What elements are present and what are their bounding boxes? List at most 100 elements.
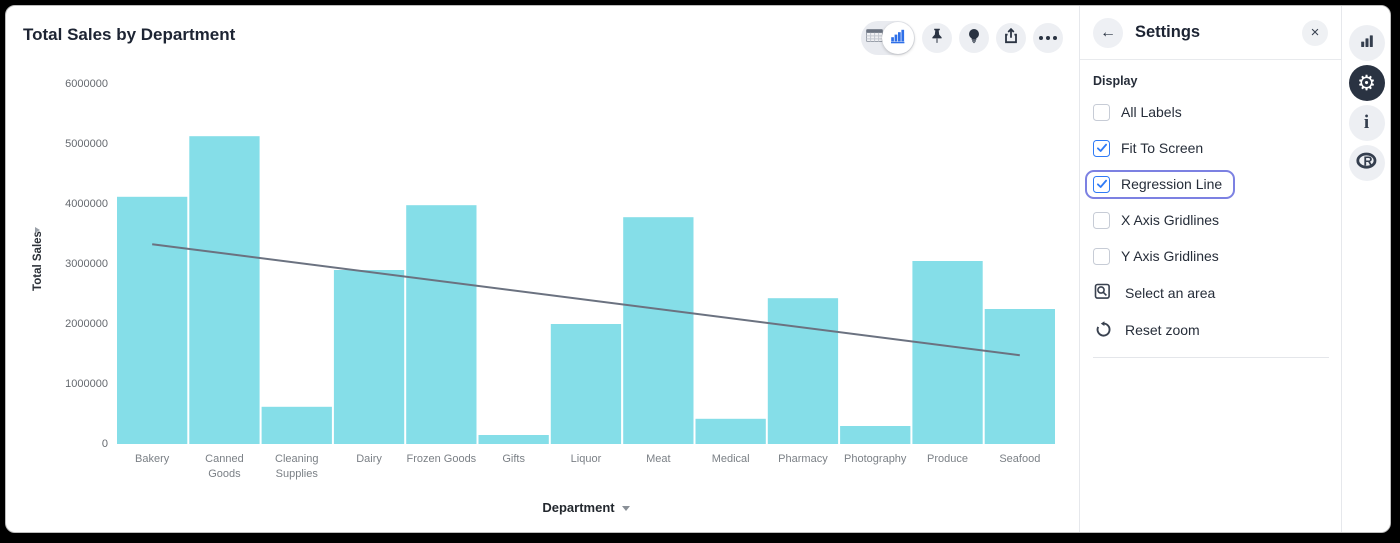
x-label-bakery: Bakery	[135, 453, 170, 465]
export-button[interactable]	[996, 23, 1026, 53]
x-axis-labels: Bakery Canned Goods Cleaning Supplies Dairy…	[116, 452, 1056, 488]
checkbox-label-y-axis-gridlines: Y Axis Gridlines	[1121, 248, 1219, 264]
y-tick-1000000: 1000000	[65, 377, 108, 390]
setting-row-y-axis-gridlines[interactable]: Y Axis Gridlines	[1093, 238, 1328, 274]
checkbox-all-labels[interactable]	[1093, 103, 1110, 121]
rail-r-button[interactable]: R	[1348, 145, 1385, 181]
bar-gifts[interactable]	[478, 435, 549, 444]
checkbox-label-regression-line: Regression Line	[1121, 176, 1223, 192]
view-toggle	[861, 21, 915, 55]
close-settings-button[interactable]: ×	[1302, 19, 1328, 46]
chart-view-icon	[890, 28, 906, 49]
select-area-button[interactable]: Select an area	[1093, 274, 1328, 311]
svg-text:R: R	[1363, 154, 1372, 168]
y-tick-3000000: 3000000	[65, 257, 108, 270]
settings-panel-title: Settings	[1135, 23, 1201, 41]
select-area-label: Select an area	[1125, 284, 1216, 301]
x-label-pharmacy: Pharmacy	[778, 453, 828, 465]
bar-dairy[interactable]	[333, 270, 405, 444]
chart-title: Total Sales by Department	[23, 25, 236, 44]
y-tick-2000000: 2000000	[65, 317, 108, 330]
x-label-photography: Photography	[844, 453, 907, 465]
close-icon: ×	[1310, 24, 1320, 41]
checkbox-fit-to-screen[interactable]	[1093, 139, 1110, 157]
bar-pharmacy[interactable]	[767, 298, 839, 444]
y-axis-expand-icon[interactable]	[35, 227, 40, 233]
reset-zoom-label: Reset zoom	[1125, 321, 1200, 338]
display-checkbox-list: All Labels Fit To Screen Regression Line X …	[1085, 94, 1328, 274]
reset-zoom-icon	[1094, 320, 1113, 339]
y-axis-ticks: 0 1000000 2000000 3000000 4000000 5000000 6000…	[34, 78, 108, 450]
side-rail: ⚙ i R	[1343, 6, 1390, 532]
insights-button[interactable]	[959, 23, 989, 53]
more-ellipsis-icon	[1039, 36, 1057, 40]
y-tick-5000000: 5000000	[65, 137, 108, 150]
settings-divider	[1093, 357, 1329, 358]
bar-chart-icon	[1359, 33, 1375, 54]
rail-settings-button[interactable]: ⚙	[1348, 65, 1385, 101]
r-logo-icon: R	[1355, 151, 1378, 176]
x-label-frozen-goods: Frozen Goods	[406, 453, 477, 465]
share-icon	[1002, 27, 1020, 50]
settings-header: ← Settings ×	[1080, 6, 1341, 60]
x-label-dairy: Dairy	[356, 453, 382, 465]
info-icon: i	[1363, 112, 1370, 133]
settings-body: Display All Labels Fit To Screen Regressio…	[1080, 60, 1341, 358]
x-label-produce: Produce	[927, 453, 969, 465]
bar-chart-svg	[117, 136, 1055, 444]
bar-photography[interactable]	[840, 426, 911, 444]
bar-meat[interactable]	[623, 217, 694, 444]
settings-panel: ← Settings × Display All Labels Fit To Sc…	[1079, 6, 1342, 532]
checkbox-label-fit-to-screen: Fit To Screen	[1121, 140, 1204, 156]
x-label-canned-goods: Canned Goods	[205, 453, 244, 480]
bar-produce[interactable]	[912, 261, 983, 444]
app-window: Total Sales by Department	[5, 5, 1391, 533]
y-tick-6000000: 6000000	[65, 77, 108, 90]
x-label-meat: Meat	[646, 453, 671, 465]
x-label-seafood: Seafood	[999, 453, 1041, 465]
regression-line	[152, 243, 1020, 357]
x-label-liquor: Liquor	[570, 453, 602, 465]
bar-seafood[interactable]	[984, 309, 1055, 444]
x-label-gifts: Gifts	[502, 453, 525, 465]
y-axis-title: Total Sales	[32, 231, 44, 291]
display-section-label: Display	[1093, 74, 1138, 88]
x-label-cleaning-supplies: Cleaning Supplies	[275, 453, 319, 480]
pin-button[interactable]	[922, 23, 952, 53]
chevron-down-icon	[621, 506, 630, 512]
bar-medical[interactable]	[695, 418, 766, 444]
pin-icon	[928, 27, 946, 50]
settings-gear-icon: ⚙	[1357, 71, 1376, 95]
setting-row-all-labels[interactable]: All Labels	[1093, 94, 1328, 130]
x-label-medical: Medical	[711, 453, 750, 465]
chart-area: Total Sales by Department	[6, 6, 1079, 532]
checkbox-y-axis-gridlines[interactable]	[1093, 247, 1110, 265]
rail-chart-button[interactable]	[1348, 25, 1385, 61]
setting-row-x-axis-gridlines[interactable]: X Axis Gridlines	[1093, 202, 1328, 238]
back-arrow-icon: ←	[1100, 23, 1116, 41]
reset-zoom-button[interactable]: Reset zoom	[1093, 311, 1328, 348]
bar-liquor[interactable]	[550, 324, 622, 444]
chart-view-button[interactable]	[882, 22, 914, 54]
bar-cleaning-supplies[interactable]	[261, 406, 332, 444]
checkbox-x-axis-gridlines[interactable]	[1093, 211, 1110, 229]
checkbox-label-all-labels: All Labels	[1121, 104, 1182, 120]
rail-info-button[interactable]: i	[1348, 105, 1385, 141]
plot-area	[116, 84, 1056, 444]
y-tick-0: 0	[101, 437, 108, 450]
lightbulb-icon	[965, 27, 983, 50]
x-axis-title-label: Department	[542, 500, 615, 515]
table-view-icon	[866, 29, 883, 47]
x-axis-field[interactable]: Department	[116, 500, 1056, 515]
setting-row-regression-line[interactable]: Regression Line	[1085, 166, 1328, 202]
bar-frozen-goods[interactable]	[406, 205, 477, 444]
setting-row-fit-to-screen[interactable]: Fit To Screen	[1093, 130, 1328, 166]
chart-toolbar	[861, 21, 1063, 55]
more-button[interactable]	[1033, 23, 1063, 53]
bar-canned-goods[interactable]	[189, 136, 260, 444]
back-button[interactable]: ←	[1093, 17, 1123, 48]
bar-bakery[interactable]	[117, 196, 188, 444]
checkbox-regression-line[interactable]	[1093, 175, 1110, 193]
select-area-icon	[1094, 283, 1113, 302]
y-tick-4000000: 4000000	[65, 197, 108, 210]
